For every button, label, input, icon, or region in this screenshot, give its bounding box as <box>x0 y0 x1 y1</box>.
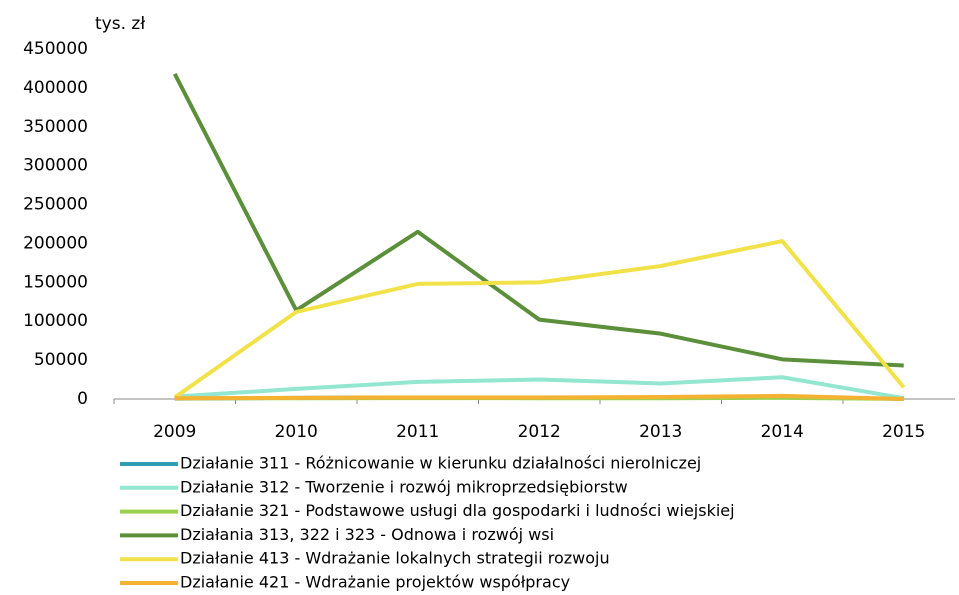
x-tick-label: 2011 <box>396 422 439 442</box>
y-tick-label: 150000 <box>23 272 88 292</box>
x-tick-label: 2012 <box>518 422 561 442</box>
y-tick-label: 50000 <box>34 350 88 370</box>
legend-label: Działanie 311 - Różnicowanie w kierunku … <box>180 454 701 473</box>
y-tick-label: 200000 <box>23 233 88 253</box>
y-tick-label: 400000 <box>23 78 88 98</box>
x-tick-label: 2009 <box>153 422 196 442</box>
y-tick-label: 450000 <box>23 39 88 59</box>
x-tick-label: 2010 <box>275 422 318 442</box>
legend-label: Działanie 321 - Podstawowe usługi dla go… <box>180 501 735 520</box>
legend-label: Działanie 421 - Wdrażanie projektów wspó… <box>180 573 570 592</box>
x-tick-label: 2013 <box>639 422 682 442</box>
x-tick-label: 2014 <box>761 422 804 442</box>
y-tick-label: 300000 <box>23 156 88 176</box>
series-line <box>174 393 904 401</box>
series-line <box>174 375 905 401</box>
y-axis-unit: tys. zł <box>95 14 145 34</box>
y-tick-label: 100000 <box>23 311 88 331</box>
y-tick-label: 250000 <box>23 195 88 215</box>
legend-label: Działania 313, 322 i 323 - Odnowa i rozw… <box>180 525 554 544</box>
y-tick-label: 0 <box>77 389 88 409</box>
x-tick-label: 2015 <box>882 422 925 442</box>
series-line <box>173 239 906 400</box>
legend-label: Działanie 413 - Wdrażanie lokalnych stra… <box>180 549 610 568</box>
y-tick-label: 350000 <box>23 117 88 137</box>
legend-label: Działanie 312 - Tworzenie i rozwój mikro… <box>180 477 628 496</box>
